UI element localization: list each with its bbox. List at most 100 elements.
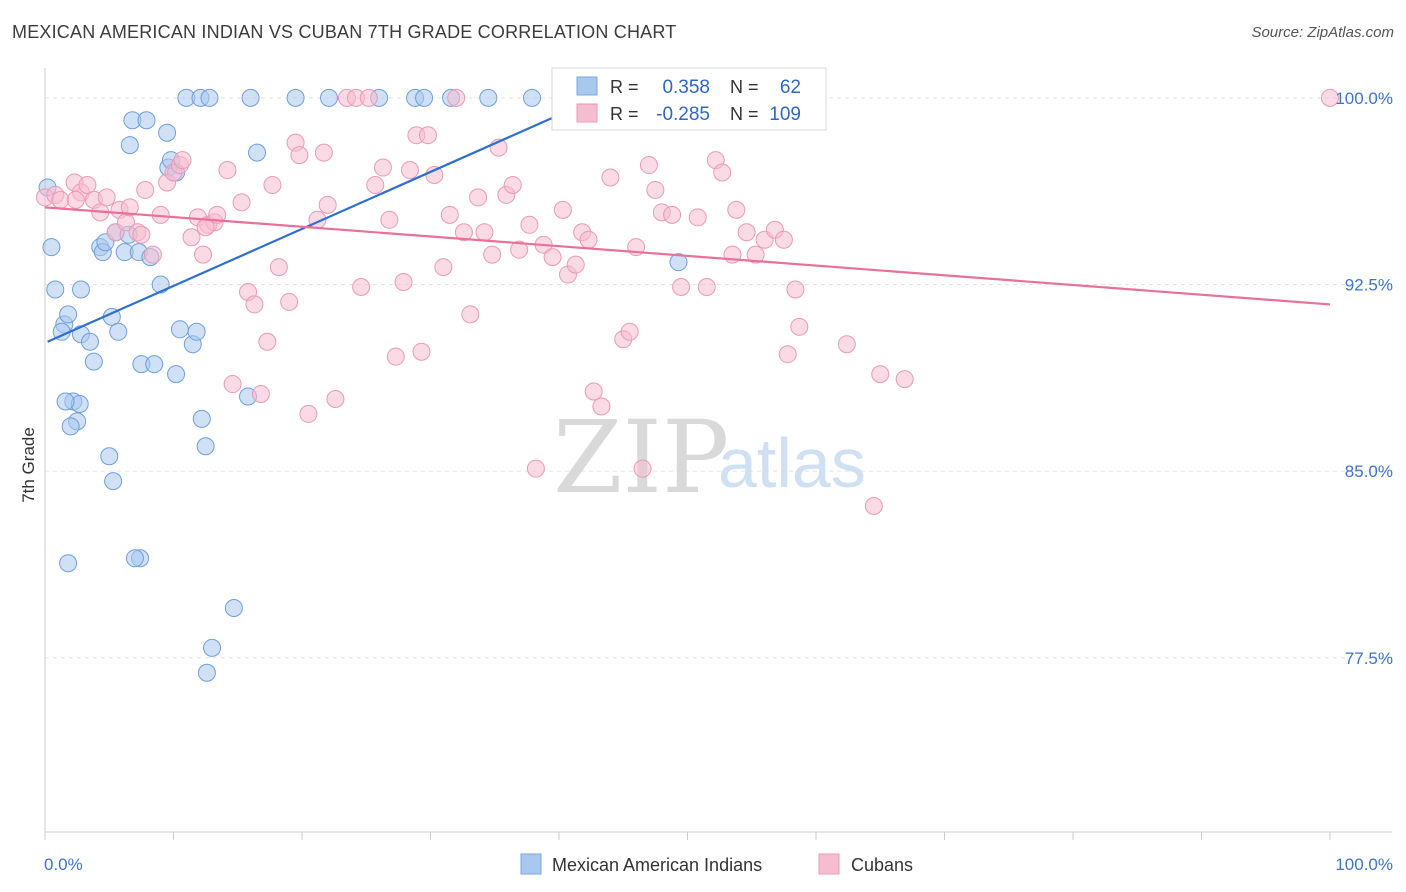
point-s1-71 xyxy=(526,459,545,478)
point-s1-110 xyxy=(66,190,85,209)
point-s1-35 xyxy=(269,258,288,277)
point-s1-68 xyxy=(503,175,522,194)
point-s1-62 xyxy=(461,305,480,324)
stats-n-value-blue: 62 xyxy=(780,77,801,98)
point-s1-51 xyxy=(386,347,405,366)
point-s0-51 xyxy=(248,143,267,162)
watermark-atlas: atlas xyxy=(718,424,866,502)
point-s1-60 xyxy=(447,88,466,107)
x-tick-labels: 0.0% 100.0% xyxy=(44,855,1393,874)
point-s1-28 xyxy=(223,375,242,394)
point-s1-50 xyxy=(380,210,399,229)
point-s1-65 xyxy=(483,245,502,264)
point-s1-78 xyxy=(579,230,598,249)
point-s1-2 xyxy=(51,190,70,209)
source-label: Source: ZipAtlas.com xyxy=(1251,24,1394,41)
point-s1-104 xyxy=(790,317,809,336)
point-s1-55 xyxy=(412,342,431,361)
point-s1-29 xyxy=(232,193,251,212)
point-s0-49 xyxy=(224,599,243,618)
point-s1-70 xyxy=(520,215,539,234)
x-tick-label-0: 0.0% xyxy=(44,855,83,874)
point-s1-101 xyxy=(774,230,793,249)
point-s1-108 xyxy=(864,496,883,515)
point-s0-12 xyxy=(80,332,99,351)
point-s1-92 xyxy=(697,277,716,296)
point-s1-94 xyxy=(713,163,732,182)
point-s0-33 xyxy=(158,123,177,142)
stats-n-label-pink: N = xyxy=(730,104,759,124)
point-s0-37 xyxy=(167,365,186,384)
point-s0-47 xyxy=(203,638,222,657)
point-s0-21 xyxy=(109,322,128,341)
y-axis-label: 7th Grade xyxy=(19,427,38,503)
point-s1-91 xyxy=(688,208,707,227)
point-s1-42 xyxy=(318,195,337,214)
point-s0-38 xyxy=(170,320,189,339)
y-tick-label-1: 85.0% xyxy=(1345,462,1393,481)
series-1-points xyxy=(36,88,1339,515)
point-s1-14 xyxy=(136,180,155,199)
point-s0-52 xyxy=(241,88,260,107)
x-tick-label-1: 100.0% xyxy=(1335,855,1393,874)
chart-title: MEXICAN AMERICAN INDIAN VS CUBAN 7TH GRA… xyxy=(12,22,677,42)
point-s1-59 xyxy=(440,205,459,224)
legend-swatch-cubans xyxy=(818,853,840,875)
point-s1-5 xyxy=(78,175,97,194)
point-s0-46 xyxy=(197,663,216,682)
stats-n-value-pink: 109 xyxy=(769,104,801,125)
point-s0-41 xyxy=(187,322,206,341)
point-s1-98 xyxy=(746,245,765,264)
point-s1-107 xyxy=(895,370,914,389)
point-s1-38 xyxy=(290,146,309,165)
point-s1-23 xyxy=(194,245,213,264)
trend-lines xyxy=(44,96,1331,343)
stats-r-label-pink: R = xyxy=(610,104,639,124)
point-s0-44 xyxy=(196,437,215,456)
point-s0-53 xyxy=(286,88,305,107)
point-s1-63 xyxy=(469,188,488,207)
point-s1-48 xyxy=(366,175,385,194)
stats-n-label-blue: N = xyxy=(730,77,759,97)
point-s1-56 xyxy=(418,126,437,145)
trend-line-1 xyxy=(44,206,1331,306)
stats-r-value-blue: 0.358 xyxy=(662,77,710,98)
point-s0-2 xyxy=(46,280,65,299)
point-s1-76 xyxy=(566,255,585,274)
point-s1-32 xyxy=(251,385,270,404)
point-s0-43 xyxy=(192,409,211,428)
point-s1-20 xyxy=(173,151,192,170)
point-s0-13 xyxy=(84,352,103,371)
legend-label-cubans: Cubans xyxy=(851,855,913,875)
point-s1-83 xyxy=(620,322,639,341)
point-s1-84 xyxy=(633,459,652,478)
grid-lines xyxy=(45,97,1392,659)
point-s0-59 xyxy=(479,88,498,107)
point-s1-12 xyxy=(120,198,139,217)
point-s0-57 xyxy=(415,88,434,107)
point-s0-48 xyxy=(59,554,78,573)
point-s1-64 xyxy=(475,223,494,242)
point-s0-61 xyxy=(669,253,688,272)
point-s1-87 xyxy=(646,180,665,199)
stats-r-label-blue: R = xyxy=(610,77,639,97)
legend-label-mexican-american-indians: Mexican American Indians xyxy=(552,855,762,875)
point-s1-103 xyxy=(786,280,805,299)
point-s1-61 xyxy=(454,223,473,242)
point-s0-60 xyxy=(523,88,542,107)
point-s1-109 xyxy=(1321,88,1339,107)
point-s1-46 xyxy=(352,277,371,296)
point-s0-1 xyxy=(42,238,61,257)
stats-swatch-blue xyxy=(576,76,598,96)
y-tick-label-2: 92.5% xyxy=(1345,276,1393,295)
series-legend: Mexican American Indians Cubans xyxy=(520,853,913,875)
point-s0-7 xyxy=(71,280,90,299)
point-s1-15 xyxy=(143,245,162,264)
trend-line-0 xyxy=(47,96,598,343)
point-s1-34 xyxy=(263,175,282,194)
point-s1-58 xyxy=(434,258,453,277)
point-s0-4 xyxy=(59,305,78,324)
point-s0-24 xyxy=(120,136,139,155)
point-s1-27 xyxy=(218,161,237,180)
